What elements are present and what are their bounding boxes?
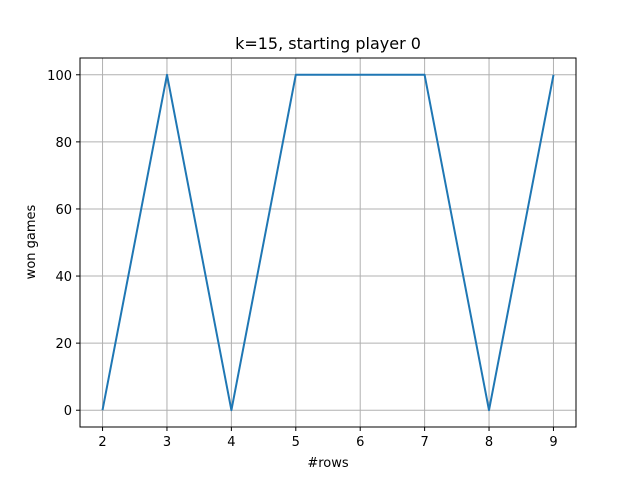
- y-tick-label: 80: [55, 136, 72, 151]
- chart-title: k=15, starting player 0: [235, 34, 421, 53]
- x-tick-label: 3: [163, 435, 171, 450]
- x-tick-label: 6: [356, 435, 364, 450]
- y-tick-label: 20: [55, 337, 72, 352]
- tick-layer: 2 3 4 5 6 7 8 9 0 20 40 60 80 100: [47, 69, 557, 450]
- y-axis-label: won games: [24, 204, 39, 279]
- x-tick-label: 9: [549, 435, 557, 450]
- y-tick-label: 0: [64, 404, 72, 419]
- x-tick-label: 7: [420, 435, 428, 450]
- x-tick-label: 5: [292, 435, 300, 450]
- x-axis-label: #rows: [307, 456, 349, 471]
- x-tick-label: 8: [485, 435, 493, 450]
- series-line: [101, 73, 555, 412]
- plot-frame: [79, 57, 577, 428]
- series-layer: [101, 73, 555, 412]
- y-tick-label: 100: [47, 69, 72, 84]
- y-tick-label: 60: [55, 203, 72, 218]
- x-tick-label: 2: [98, 435, 106, 450]
- x-tick-label: 4: [227, 435, 235, 450]
- y-tick-label: 40: [55, 270, 72, 285]
